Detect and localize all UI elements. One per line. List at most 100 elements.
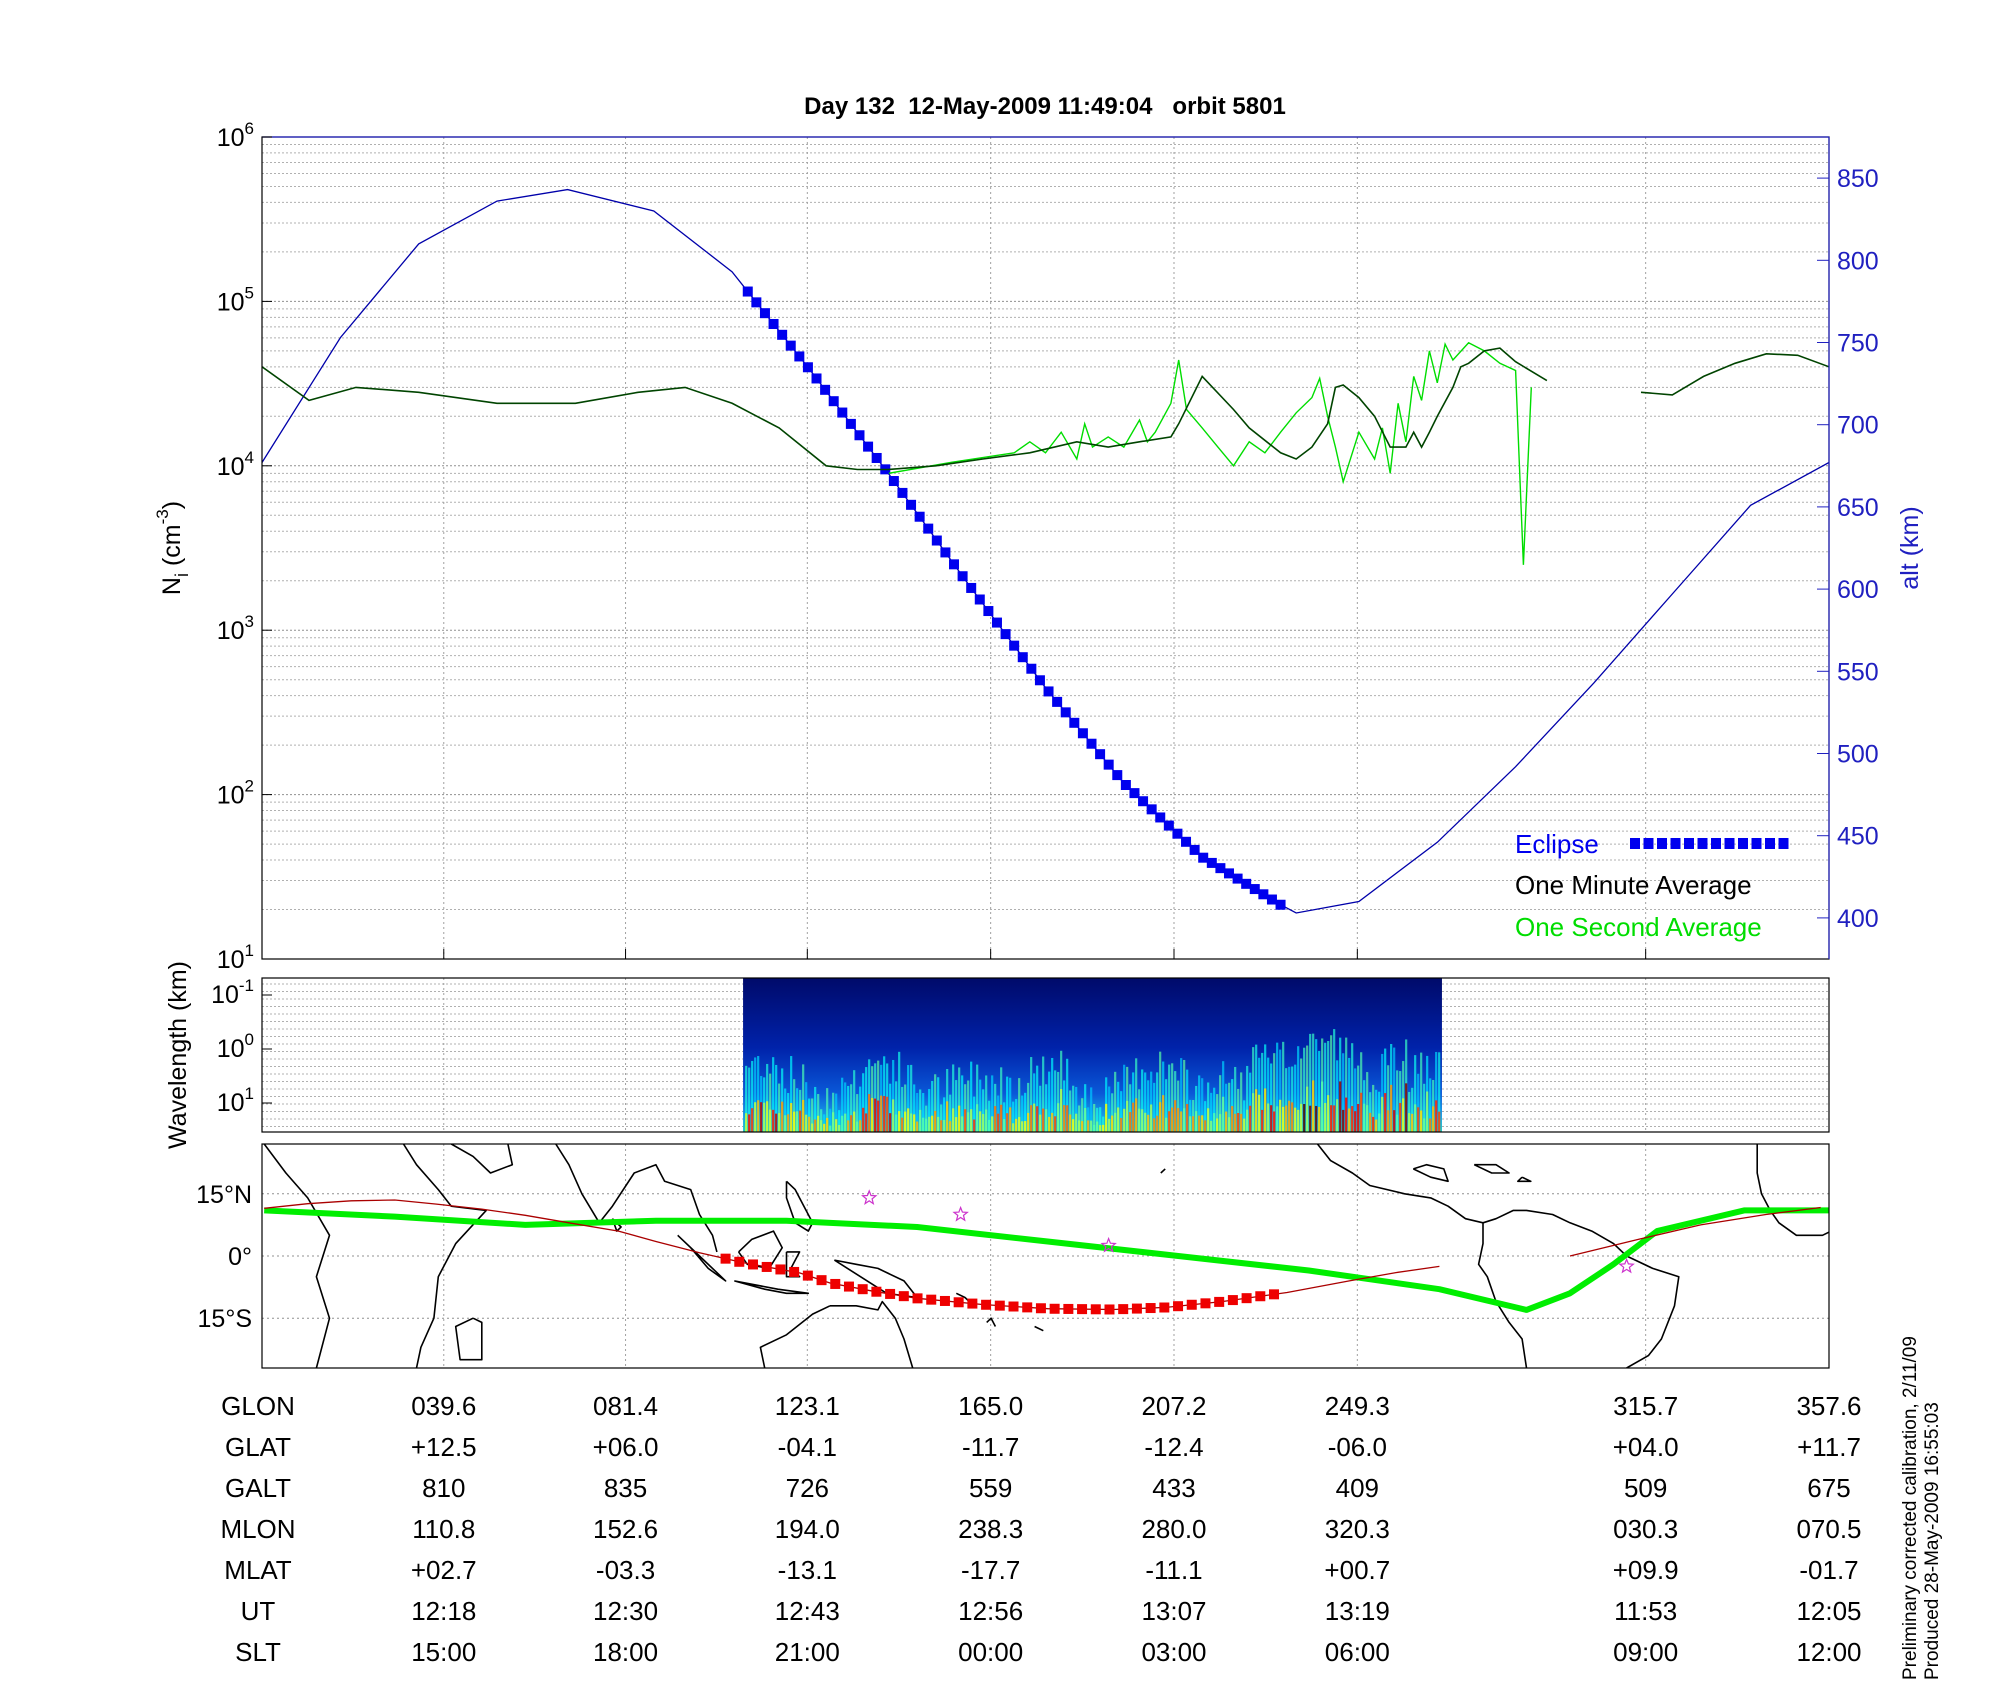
density-tick-label-exponent: 1 [245, 941, 254, 960]
spectrogram-core [943, 1120, 946, 1132]
spectrogram-burst [1150, 1071, 1153, 1132]
spectrogram-burst [1102, 1116, 1105, 1132]
spectrogram-core [1075, 1113, 1078, 1132]
spectrogram-core [805, 1114, 808, 1132]
spectrogram-core [1174, 1100, 1177, 1132]
spectrogram-burst [1267, 1057, 1270, 1132]
spectrogram-burst [1231, 1079, 1234, 1132]
spectrogram-burst [1186, 1069, 1189, 1132]
table-cell: -11.1 [1145, 1555, 1202, 1585]
spectrogram-burst [934, 1074, 937, 1132]
spectrogram-burst [1078, 1105, 1081, 1132]
spectrogram-burst [1048, 1071, 1051, 1132]
eclipse-marker [1043, 686, 1054, 697]
spectrogram-core [1006, 1113, 1009, 1132]
altitude-tick-label: 850 [1837, 165, 1879, 193]
spectrogram-burst [1366, 1072, 1369, 1132]
table-cell: -17.7 [961, 1555, 1020, 1585]
coastline [1477, 1222, 1528, 1368]
spectrogram-burst [751, 1060, 754, 1132]
spectrogram-core [862, 1107, 865, 1132]
spectrogram-burst [865, 1067, 868, 1132]
altitude-tick-label: 550 [1837, 658, 1879, 686]
spectrogram-core [1312, 1080, 1315, 1132]
spectrogram-burst [1177, 1080, 1180, 1132]
spectrogram-core [1120, 1117, 1123, 1132]
coastline [1160, 1168, 1166, 1174]
table-cell: -06.0 [1328, 1432, 1387, 1462]
spectrogram-core [1414, 1104, 1417, 1132]
coastline [263, 1144, 331, 1368]
spectrogram-burst [769, 1073, 772, 1132]
legend-one-minute-label: One Minute Average [1515, 870, 1752, 900]
spectrogram-core [1192, 1116, 1195, 1132]
altitude-tick-label: 600 [1837, 576, 1879, 604]
spectrogram-core [1354, 1111, 1357, 1132]
one-second-average-line [888, 341, 1532, 565]
spectrogram-burst [1246, 1065, 1249, 1132]
spectrogram-burst [1393, 1047, 1396, 1132]
spectrogram-burst [1066, 1058, 1069, 1132]
track-eclipse-marker [843, 1281, 854, 1292]
spectrogram-core [817, 1115, 820, 1132]
spectrogram-core [976, 1104, 979, 1132]
eclipse-marker [1258, 889, 1269, 900]
spectrogram-core [1069, 1114, 1072, 1132]
spectrogram-core [1417, 1107, 1420, 1132]
spectrogram-core [1396, 1114, 1399, 1132]
spectrogram-core [802, 1099, 805, 1132]
spectrogram-core [1252, 1093, 1255, 1132]
spectrogram-core [1411, 1113, 1414, 1132]
spectrogram-burst [1087, 1107, 1090, 1132]
spectrogram-burst [1207, 1082, 1210, 1132]
spectrogram-burst [796, 1088, 799, 1132]
spectrogram-burst [1195, 1085, 1198, 1132]
spectrogram-core [745, 1113, 748, 1132]
table-cell: -13.1 [778, 1555, 837, 1585]
density-tick-label-exponent: 5 [245, 283, 254, 302]
spectrogram-burst [1408, 1091, 1411, 1132]
spectrogram-burst [973, 1096, 976, 1132]
spectrogram-burst [1033, 1073, 1036, 1132]
spectrogram-core [889, 1113, 892, 1132]
eclipse-marker [974, 594, 985, 605]
track-eclipse-marker [912, 1293, 923, 1304]
spectrogram-burst [772, 1057, 775, 1132]
density-tick-label-base: 10 [217, 453, 245, 481]
track-eclipse-marker [1104, 1304, 1115, 1315]
spectrogram-burst [958, 1067, 961, 1132]
track-eclipse-marker [802, 1270, 813, 1281]
track-eclipse-marker [1035, 1303, 1046, 1314]
spectrogram-core [1258, 1094, 1261, 1132]
spectrogram-burst [1189, 1099, 1192, 1132]
spectrogram-core [910, 1113, 913, 1132]
spectrogram-core [1150, 1104, 1153, 1132]
coastline [1412, 1163, 1449, 1183]
spectrogram-burst [757, 1056, 760, 1132]
spectrogram-burst [883, 1056, 886, 1132]
spectrogram-burst [1114, 1071, 1117, 1132]
spectrogram-core [853, 1111, 856, 1132]
eclipse-markers [742, 286, 1286, 910]
spectrogram-burst [817, 1094, 820, 1132]
track-eclipse-marker [1022, 1302, 1033, 1313]
density-tick-label-base: 10 [217, 946, 245, 974]
eclipse-marker [906, 499, 917, 510]
spectrogram-core [1195, 1111, 1198, 1132]
spectrogram-core [790, 1103, 793, 1132]
spectrogram-burst [1153, 1082, 1156, 1132]
spectrogram-burst [1270, 1063, 1273, 1132]
figure-title: Day 132 12-May-2009 11:49:04 orbit 5801 [804, 93, 1286, 120]
track-eclipse-marker [1241, 1293, 1252, 1304]
eclipse-marker [1172, 828, 1183, 839]
spectrogram-core [886, 1096, 889, 1132]
spectrogram-core [1342, 1109, 1345, 1132]
spectrogram-burst [1300, 1058, 1303, 1132]
spectrogram-burst [1327, 1041, 1330, 1132]
spectrogram-core [1375, 1119, 1378, 1132]
spectrogram-burst [982, 1089, 985, 1132]
table-cell: -11.7 [962, 1432, 1019, 1462]
spectrogram-burst [1042, 1056, 1045, 1132]
spectrogram-burst [829, 1108, 832, 1132]
spectrogram-burst [1057, 1071, 1060, 1132]
